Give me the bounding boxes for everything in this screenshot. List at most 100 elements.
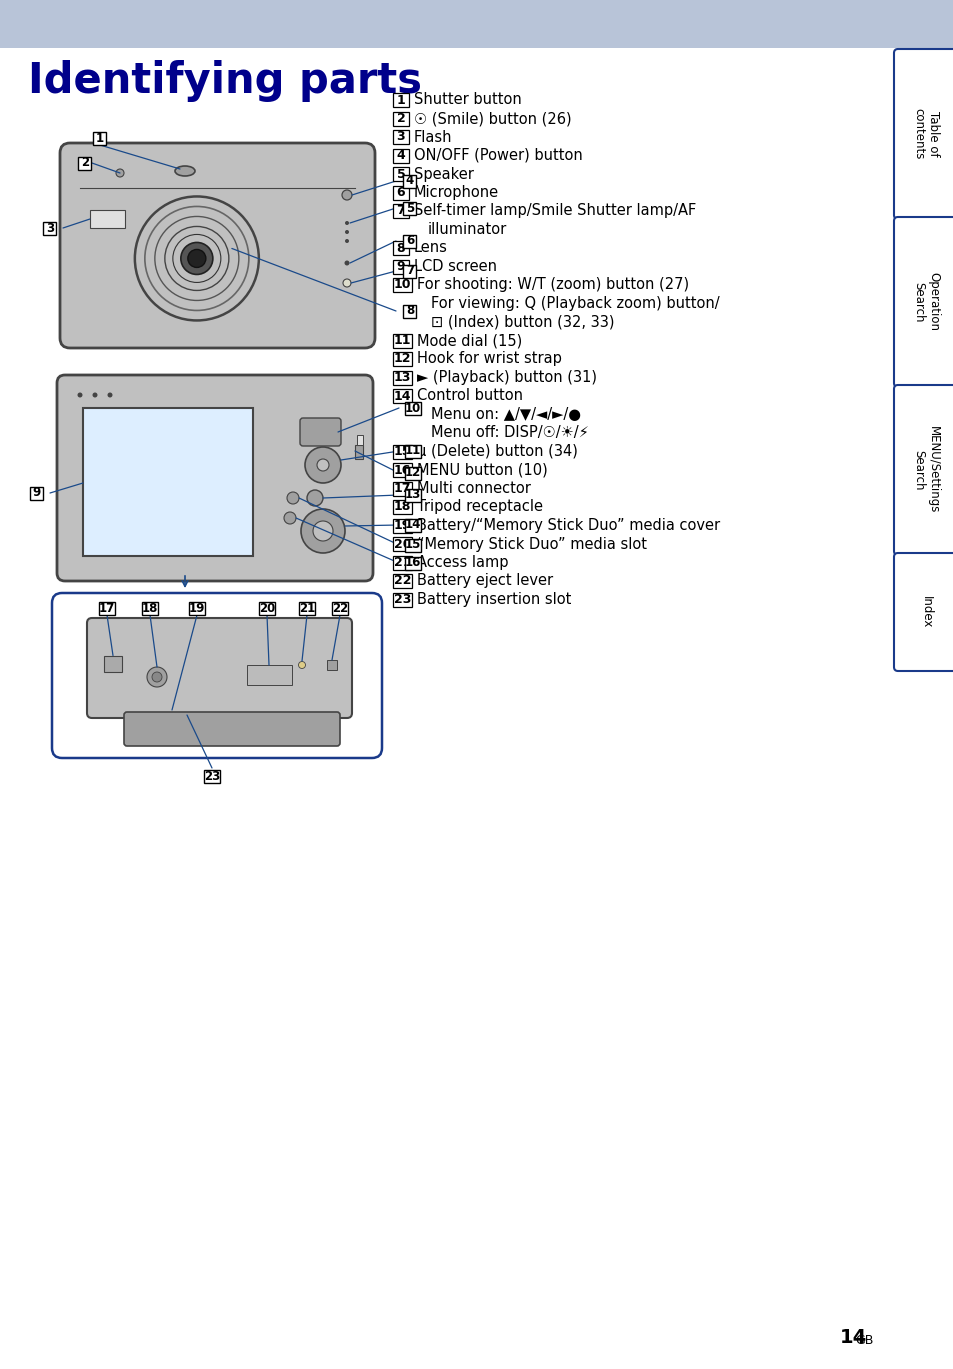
Circle shape xyxy=(341,190,352,200)
Circle shape xyxy=(301,509,345,553)
Text: Operation
Search: Operation Search xyxy=(911,272,939,331)
FancyBboxPatch shape xyxy=(893,218,953,387)
Bar xyxy=(405,557,420,570)
Text: 6: 6 xyxy=(405,234,414,248)
Bar xyxy=(403,234,416,248)
Bar xyxy=(332,601,348,615)
Bar xyxy=(327,660,336,669)
FancyBboxPatch shape xyxy=(124,712,339,746)
Text: MENU button (10): MENU button (10) xyxy=(416,463,547,478)
Circle shape xyxy=(316,459,329,471)
Text: LCD screen: LCD screen xyxy=(414,259,497,274)
Text: 21: 21 xyxy=(298,601,314,615)
Circle shape xyxy=(188,249,206,267)
Bar xyxy=(393,537,412,550)
Text: 18: 18 xyxy=(394,501,411,513)
Bar xyxy=(104,656,122,672)
Circle shape xyxy=(345,240,349,244)
Text: Hook for wrist strap: Hook for wrist strap xyxy=(416,352,561,367)
Bar xyxy=(355,445,363,459)
Circle shape xyxy=(77,393,82,397)
Circle shape xyxy=(287,491,298,504)
Bar xyxy=(30,486,44,500)
Circle shape xyxy=(343,279,351,287)
Text: For shooting: W/T (zoom) button (27): For shooting: W/T (zoom) button (27) xyxy=(416,278,688,293)
Text: Battery eject lever: Battery eject lever xyxy=(416,574,553,589)
Bar xyxy=(393,574,412,589)
Circle shape xyxy=(344,260,349,266)
Text: Menu on: ▲/▼/◄/►/●: Menu on: ▲/▼/◄/►/● xyxy=(431,407,580,422)
Bar xyxy=(99,601,115,615)
Text: 22: 22 xyxy=(394,575,411,587)
Text: 14: 14 xyxy=(404,519,420,531)
Text: 22: 22 xyxy=(332,601,348,615)
Text: Access lamp: Access lamp xyxy=(416,554,508,570)
Text: 7: 7 xyxy=(396,204,405,218)
Text: Menu off: DISP/☉/☀/⚡: Menu off: DISP/☉/☀/⚡ xyxy=(431,426,588,441)
Text: 16: 16 xyxy=(394,464,411,476)
Text: 13: 13 xyxy=(404,489,420,501)
Text: 15: 15 xyxy=(404,538,420,552)
Circle shape xyxy=(152,672,162,682)
Bar xyxy=(44,222,56,234)
Circle shape xyxy=(305,448,340,483)
Bar xyxy=(298,601,314,615)
Bar xyxy=(83,408,253,556)
Text: 11: 11 xyxy=(394,334,411,346)
Bar xyxy=(403,264,416,278)
Text: 7: 7 xyxy=(406,264,414,278)
Text: 15: 15 xyxy=(394,445,411,459)
Text: Tripod receptacle: Tripod receptacle xyxy=(416,500,542,515)
Bar xyxy=(405,401,420,415)
Bar xyxy=(405,519,420,531)
Bar xyxy=(393,148,409,163)
Circle shape xyxy=(345,220,349,225)
Text: 8: 8 xyxy=(405,304,414,318)
Bar xyxy=(393,482,412,496)
Text: Index: Index xyxy=(919,596,931,628)
Bar xyxy=(393,130,409,144)
Bar xyxy=(93,131,107,145)
Text: Lens: Lens xyxy=(414,241,447,256)
Text: 16: 16 xyxy=(404,557,420,570)
Text: Table of
contents: Table of contents xyxy=(911,108,939,160)
Circle shape xyxy=(92,393,97,397)
Text: ☉ (Smile) button (26): ☉ (Smile) button (26) xyxy=(414,111,571,126)
Text: 11: 11 xyxy=(404,445,420,457)
Bar xyxy=(405,538,420,552)
Bar xyxy=(393,278,412,292)
Circle shape xyxy=(298,661,305,668)
Text: 13: 13 xyxy=(394,371,411,383)
Circle shape xyxy=(313,522,333,541)
Bar xyxy=(403,174,416,188)
Text: ON/OFF (Power) button: ON/OFF (Power) button xyxy=(414,148,582,163)
Text: 3: 3 xyxy=(46,222,54,234)
Text: “Memory Stick Duo” media slot: “Memory Stick Duo” media slot xyxy=(416,537,646,552)
Text: 2: 2 xyxy=(396,112,405,125)
Text: 4: 4 xyxy=(396,149,405,162)
Bar xyxy=(204,769,220,783)
Bar xyxy=(393,556,412,570)
Text: 9: 9 xyxy=(32,486,41,500)
Text: For viewing: Q (Playback zoom) button/: For viewing: Q (Playback zoom) button/ xyxy=(431,296,719,311)
Text: Battery/“Memory Stick Duo” media cover: Battery/“Memory Stick Duo” media cover xyxy=(416,517,720,533)
Text: Speaker: Speaker xyxy=(414,167,474,182)
Text: 5: 5 xyxy=(405,201,414,215)
Text: 21: 21 xyxy=(394,556,411,570)
Bar xyxy=(393,111,409,126)
Text: 1: 1 xyxy=(96,131,104,145)
Text: 8: 8 xyxy=(396,241,405,255)
Text: Multi connector: Multi connector xyxy=(416,481,530,496)
Bar xyxy=(247,665,292,684)
Bar xyxy=(356,435,363,445)
Circle shape xyxy=(147,667,167,687)
Circle shape xyxy=(116,168,124,177)
Bar xyxy=(393,334,412,348)
Text: 12: 12 xyxy=(394,352,411,366)
FancyBboxPatch shape xyxy=(299,418,340,446)
FancyBboxPatch shape xyxy=(893,553,953,671)
Text: 23: 23 xyxy=(204,769,220,783)
Text: 1: 1 xyxy=(396,93,405,107)
Circle shape xyxy=(108,393,112,397)
Ellipse shape xyxy=(174,166,194,177)
